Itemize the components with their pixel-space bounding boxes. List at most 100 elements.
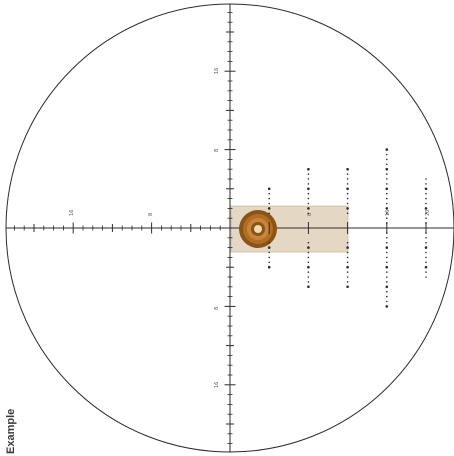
h-label-right-8: 8 (307, 213, 313, 216)
holdover-dot (346, 241, 349, 244)
holdover-dot (346, 202, 349, 205)
holdover-dot (386, 192, 388, 195)
holdover-dot (346, 251, 349, 254)
holdover-dot (307, 173, 310, 175)
holdover-dot (386, 281, 388, 283)
holdover-dot (346, 197, 349, 200)
holdover-dot (307, 246, 310, 249)
holdover-dot (424, 207, 428, 210)
holdover-dot (346, 261, 349, 264)
holdover-dot (425, 251, 427, 254)
holdover-dot (386, 153, 388, 156)
h-label-right-20: 20 (425, 210, 431, 216)
holdover-dot (386, 212, 388, 215)
holdover-dot (346, 256, 349, 259)
holdover-dot (386, 295, 388, 298)
holdover-dot (386, 251, 388, 254)
holdover-dot (307, 212, 310, 215)
holdover-dot (424, 187, 428, 191)
v-label-bottom-8: 8 (214, 307, 220, 310)
holdover-dot (425, 256, 427, 259)
holdover-dot (385, 305, 389, 308)
holdover-dot (346, 167, 349, 171)
holdover-dot (267, 207, 271, 210)
holdover-dot (307, 256, 310, 259)
v-label-top-16: 16 (214, 68, 220, 74)
holdover-dot (346, 173, 349, 175)
holdover-dot (385, 265, 389, 269)
holdover-dot (386, 232, 388, 234)
holdover-dot (307, 241, 310, 244)
holdover-dot (268, 212, 271, 215)
holdover-dot (307, 276, 310, 278)
holdover-dot (346, 271, 349, 273)
holdover-dot (425, 222, 427, 224)
holdover-dot (307, 178, 310, 180)
holdover-dot (385, 285, 389, 289)
holdover-dot (386, 222, 388, 224)
holdover-dot (346, 281, 349, 283)
holdover-dot (307, 285, 310, 289)
h-label-left-16: 16 (69, 210, 75, 216)
holdover-dot (386, 261, 388, 264)
h-label-right-16: 16 (385, 210, 391, 216)
holdover-dot (268, 202, 271, 205)
holdover-dot (307, 202, 310, 205)
holdover-dot (385, 246, 389, 249)
holdover-dot (307, 271, 310, 273)
v-label-top-8: 8 (214, 149, 220, 152)
holdover-dot (385, 207, 389, 210)
holdover-dot (346, 285, 349, 289)
holdover-dot (268, 251, 271, 254)
holdover-dot (346, 183, 349, 185)
holdover-dot (425, 261, 427, 264)
holdover-dot (268, 241, 271, 244)
holdover-dot (307, 192, 310, 195)
holdover-dot (425, 178, 427, 180)
h-label-left-8: 8 (148, 213, 154, 216)
holdover-dot (386, 271, 388, 273)
holdover-dot (307, 207, 310, 210)
holdover-dot (307, 281, 310, 283)
holdover-dot (386, 202, 388, 205)
holdover-dot (346, 265, 349, 269)
holdover-dot (307, 183, 310, 185)
holdover-dot (346, 246, 349, 249)
holdover-dot (425, 183, 427, 185)
holdover-dot (268, 197, 271, 200)
holdover-dot (346, 192, 349, 195)
holdover-dots (267, 148, 428, 308)
holdover-dot (386, 276, 388, 278)
holdover-dot (385, 187, 389, 191)
holdover-dot (386, 300, 388, 303)
holdover-dot (425, 212, 427, 215)
holdover-dot (307, 197, 310, 200)
holdover-dot (307, 167, 310, 171)
holdover-dot (386, 241, 388, 244)
holdover-dot (386, 237, 388, 239)
holdover-dot (268, 261, 271, 264)
holdover-dot (386, 178, 388, 180)
target-icon (239, 210, 277, 248)
holdover-dot (267, 187, 271, 191)
holdover-dot (386, 290, 388, 293)
holdover-dot (385, 148, 389, 151)
holdover-dot (386, 158, 388, 161)
holdover-dot (346, 212, 349, 215)
holdover-dot (267, 246, 271, 249)
holdover-dot (267, 265, 271, 269)
holdover-dot (424, 246, 428, 249)
holdover-dot (425, 197, 427, 200)
holdover-dot (425, 217, 427, 219)
holdover-dot (307, 251, 310, 254)
holdover-dot (425, 271, 427, 273)
example-caption: Example (5, 408, 17, 454)
holdover-dot (425, 237, 427, 239)
holdover-dot (307, 261, 310, 264)
holdover-dot (425, 192, 427, 195)
v-label-bottom-16: 16 (214, 382, 220, 388)
holdover-dot (385, 167, 389, 171)
holdover-dot (425, 232, 427, 234)
holdover-dot (425, 202, 427, 205)
